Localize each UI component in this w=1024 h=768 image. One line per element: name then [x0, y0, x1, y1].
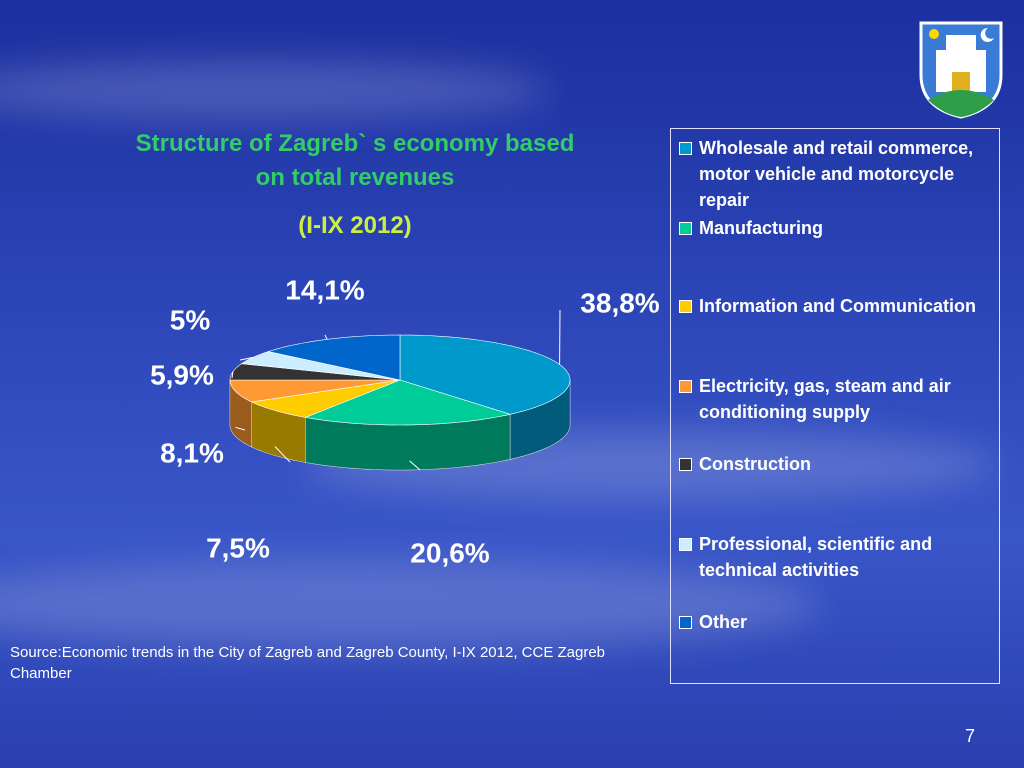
leader-line	[409, 460, 421, 471]
source-note: Source:Economic trends in the City of Za…	[10, 644, 606, 682]
legend-label: Information and Communication	[699, 296, 976, 316]
leader-line	[324, 334, 328, 340]
slice-side-shade	[251, 401, 306, 463]
legend-item: Electricity, gas, steam and air conditio…	[679, 373, 999, 425]
legend-item: Manufacturing	[679, 215, 999, 241]
slice-side-shade	[305, 414, 510, 470]
legend-label: Other	[699, 612, 748, 632]
data-label: 7,5%	[206, 532, 270, 563]
pie-slice	[240, 351, 401, 381]
cloud	[0, 60, 550, 120]
cloud	[0, 560, 820, 650]
data-label: 5%	[170, 304, 211, 335]
legend-item: Information and Communication	[679, 293, 999, 319]
slice-top	[250, 379, 401, 418]
pie-slice	[399, 334, 571, 460]
legend-item: Other	[679, 609, 999, 635]
legend-swatch	[679, 616, 692, 629]
legend-label: Professional, scientific and technical a…	[699, 534, 933, 580]
data-label: 14,1%	[285, 274, 364, 305]
legend-label: Electricity, gas, steam and air conditio…	[699, 376, 951, 422]
legend-item: Construction	[679, 451, 999, 477]
slice-top	[304, 379, 512, 426]
data-label: 8,1%	[160, 437, 224, 468]
legend-item: Wholesale and retail commerce, motor veh…	[679, 135, 999, 213]
coat-of-arms	[919, 21, 1003, 119]
chart-title: Structure of Zagreb` s economy based on …	[135, 130, 575, 191]
pie-slice	[304, 379, 512, 471]
chart-subtitle: (I-IX 2012)	[298, 212, 412, 239]
legend: Wholesale and retail commerce, motor veh…	[670, 128, 1000, 684]
pie-slice	[250, 379, 401, 463]
slice-side-shade	[230, 380, 252, 447]
legend-swatch	[679, 142, 692, 155]
slice-top	[240, 351, 401, 381]
legend-swatch	[679, 458, 692, 471]
legend-swatch	[679, 380, 692, 393]
leader-line	[231, 371, 234, 379]
data-label: 20,6%	[410, 537, 489, 568]
page-number: 7	[965, 726, 976, 746]
data-label: 38,8%	[580, 287, 659, 318]
leader-line	[274, 446, 291, 463]
legend-label: Construction	[699, 454, 811, 474]
leader-line	[235, 426, 246, 431]
legend-label: Wholesale and retail commerce, motor veh…	[699, 138, 974, 210]
legend-item: Professional, scientific and technical a…	[679, 531, 999, 583]
legend-label: Manufacturing	[699, 218, 823, 238]
legend-swatch	[679, 538, 692, 551]
slice-top	[229, 379, 401, 403]
legend-swatch	[679, 222, 692, 235]
slice-side-shade	[510, 380, 570, 460]
pie-slice	[229, 379, 401, 448]
data-label: 5,9%	[150, 359, 214, 390]
legend-swatch	[679, 300, 692, 313]
leader-line	[239, 356, 254, 361]
